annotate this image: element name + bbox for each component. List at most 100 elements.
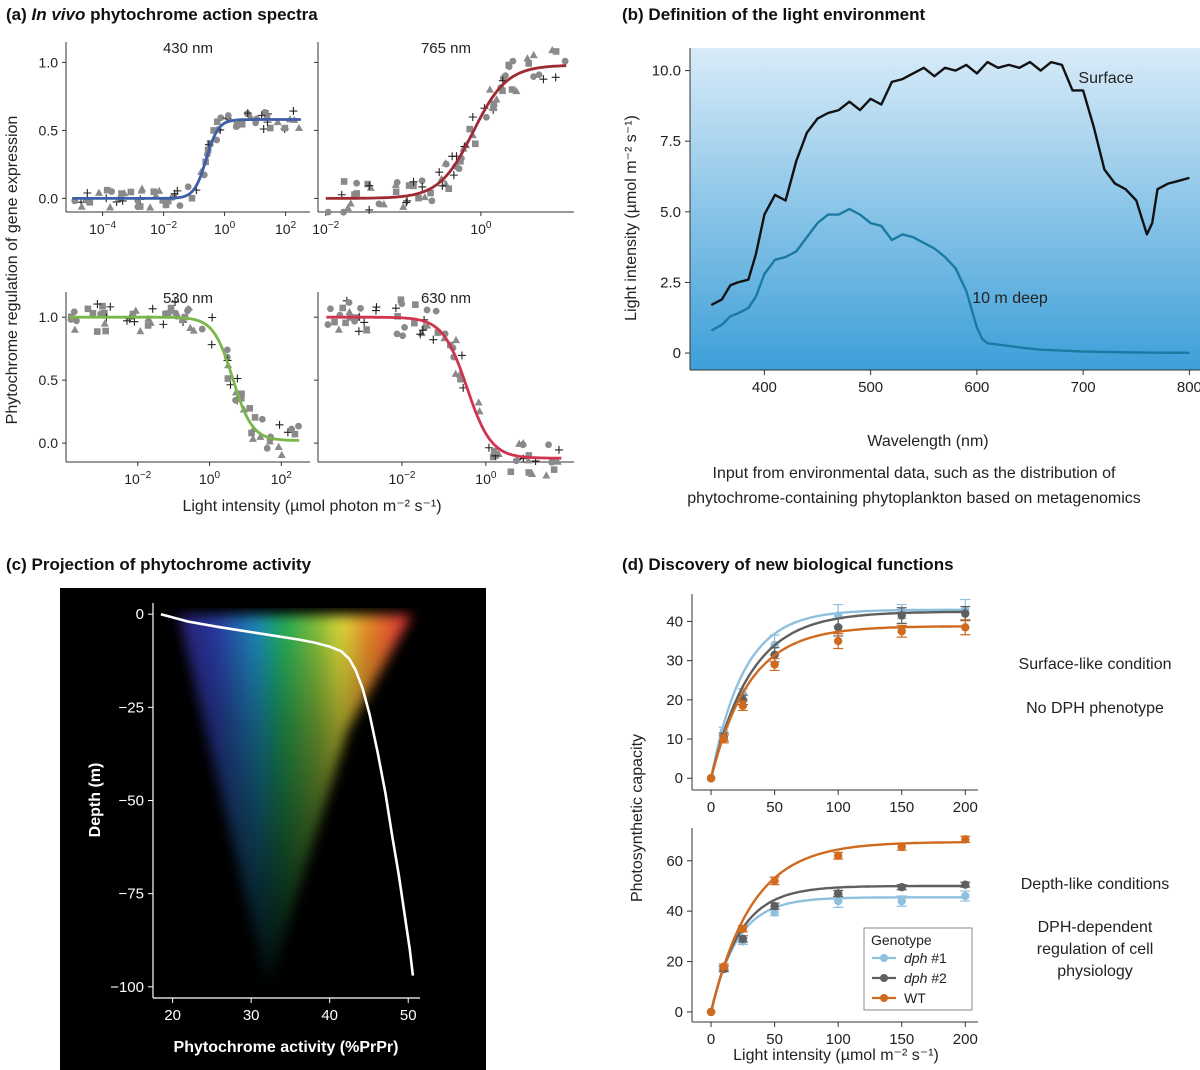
data-point (449, 171, 458, 180)
data-point (167, 304, 175, 312)
data-point (505, 61, 512, 69)
data-point (256, 432, 265, 440)
data-point (457, 351, 466, 360)
data-point (354, 327, 363, 336)
data-point (961, 880, 970, 889)
y-tick-label: 10 (666, 731, 683, 748)
fit-curve-wt (709, 625, 966, 779)
data-point (397, 296, 405, 304)
x-tick-label: 0 (707, 1031, 715, 1048)
data-point (170, 189, 179, 198)
data-point (267, 124, 274, 132)
data-point (509, 57, 517, 65)
data-point (345, 307, 354, 316)
data-point (392, 188, 400, 196)
no-dph-phenotype-note: No DPH phenotype (1026, 700, 1164, 717)
subplot-title: 530 nm (163, 290, 213, 307)
data-point (106, 302, 115, 311)
data-point (162, 201, 170, 209)
panel-c-ylabel: Depth (m) (87, 763, 104, 838)
data-point (188, 194, 196, 202)
data-point (148, 304, 157, 313)
data-point (552, 48, 560, 55)
panel-b-sky-background (690, 48, 1200, 370)
data-point (77, 202, 86, 210)
x-tick-label: 50 (766, 1031, 783, 1048)
data-point (492, 95, 501, 103)
fit-curve-wt (709, 841, 966, 1013)
chart-765nm: 10−2 100 765 nm (312, 40, 574, 237)
data-point (475, 407, 484, 415)
data-point (391, 180, 400, 188)
data-point (70, 325, 79, 333)
data-point (73, 317, 80, 325)
data-point (719, 962, 728, 971)
data-point (528, 469, 537, 477)
data-point (189, 326, 198, 334)
data-point (770, 908, 779, 917)
data-point (833, 851, 843, 860)
data-point (429, 335, 438, 344)
data-point (402, 198, 411, 207)
data-point (134, 203, 142, 211)
y-tick-label: 5.0 (660, 204, 681, 221)
panel-b-ylabel: Light intensity (µmol m⁻² s⁻¹) (623, 115, 640, 321)
data-point (340, 178, 348, 185)
y-tick-label: 0.5 (39, 122, 59, 138)
depth-condition-note: Depth-like conditions (1021, 876, 1170, 893)
chart-630nm: 10−2 100 630 nm (314, 290, 574, 487)
chart-light-environment: 0 2.5 5.0 7.5 10.0 400 500 600 700 800 (652, 48, 1200, 396)
y-tick-label: 0.5 (39, 372, 59, 388)
data-point (223, 346, 231, 354)
data-point (246, 405, 253, 412)
data-point (357, 304, 364, 312)
data-point (897, 611, 906, 620)
data-point (339, 304, 347, 312)
data-point (427, 189, 434, 197)
data-point (441, 179, 450, 187)
panel-c: 0 −25 −50 −75 −100 20 30 40 50 Phytochrome activ… (60, 588, 486, 1070)
x-tick-label: 600 (964, 379, 989, 396)
x-tick-label: 700 (1071, 379, 1096, 396)
data-point (243, 109, 252, 118)
y-tick-label: 7.5 (660, 133, 681, 150)
data-point (770, 876, 779, 886)
data-point (457, 375, 464, 383)
x-tick-label: 100 (214, 220, 236, 237)
data-point (108, 188, 116, 195)
x-tick-label: 150 (889, 799, 914, 816)
x-tick-label: 100 (475, 470, 497, 487)
data-point (127, 188, 135, 196)
dph-dependent-note-line1: DPH-dependent (1038, 919, 1153, 936)
y-tick-label: 10.0 (652, 63, 681, 80)
data-point (550, 466, 558, 473)
data-point (401, 323, 408, 331)
data-point (288, 425, 296, 433)
x-tick-label: 20 (164, 1007, 181, 1024)
data-point (273, 117, 282, 126)
data-point (410, 182, 417, 190)
data-point (897, 883, 906, 892)
dph-dependent-note-line2: regulation of cell (1037, 941, 1154, 958)
data-point (897, 627, 906, 636)
x-tick-label: 50 (400, 1007, 417, 1024)
data-point (706, 1007, 716, 1017)
panel-b-title: (b) Definition of the light environment (622, 5, 925, 24)
data-point (363, 326, 370, 333)
data-point (961, 623, 970, 632)
y-tick-label: 60 (666, 853, 683, 870)
legend-entry: dph #1 (904, 950, 947, 966)
data-point (99, 302, 106, 310)
deep-label: 10 m deep (972, 290, 1048, 307)
fit-curve (326, 315, 562, 460)
data-point (210, 127, 217, 134)
data-point (399, 332, 407, 340)
panel-d-title: (d) Discovery of new biological function… (622, 555, 954, 574)
data-point (535, 71, 543, 79)
data-point (420, 192, 429, 201)
data-point (295, 422, 302, 430)
data-point (472, 140, 479, 148)
x-tick-label: 100 (199, 470, 221, 487)
data-point (261, 109, 269, 116)
data-point (277, 450, 286, 459)
